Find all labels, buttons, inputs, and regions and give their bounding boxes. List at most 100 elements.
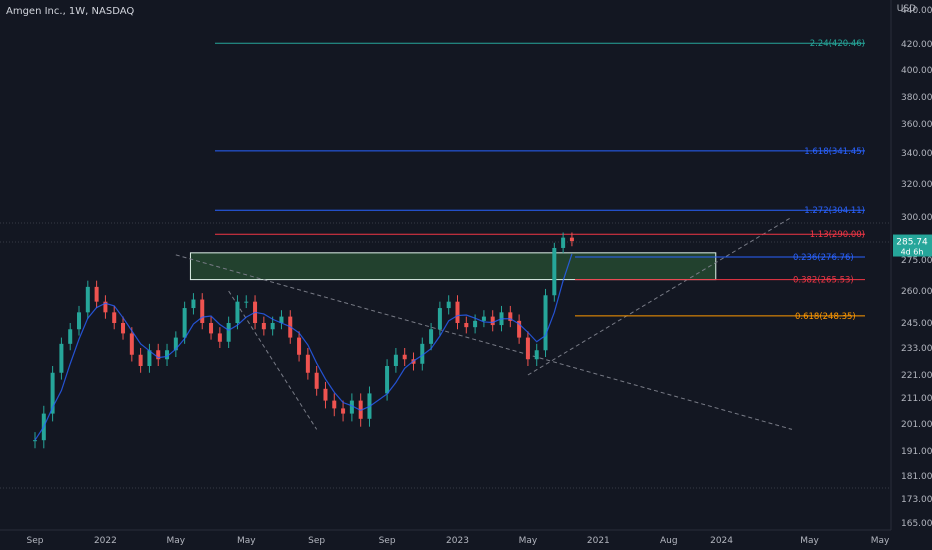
price-tick-label: 260.00 — [901, 287, 932, 297]
fib-level-label: 1.272(304.11) — [804, 206, 865, 216]
time-tick-label: May — [871, 536, 890, 546]
candle-body — [59, 343, 64, 373]
candle-body — [341, 408, 346, 414]
candle-body — [200, 299, 205, 323]
time-tick-label: Sep — [379, 536, 396, 546]
price-tick-label: 380.00 — [901, 93, 932, 103]
price-tick-label: 201.00 — [901, 420, 932, 430]
candle-body — [182, 308, 187, 338]
candle-body — [261, 323, 266, 330]
candle-body — [244, 301, 249, 303]
candle-body — [173, 337, 178, 351]
candle-body — [191, 299, 196, 309]
candle-body — [385, 366, 390, 394]
price-tick-label: 360.00 — [901, 120, 932, 130]
fib-level-label: 2.24(420.46) — [810, 39, 865, 49]
time-tick-label: May — [167, 536, 186, 546]
trendline — [228, 290, 318, 430]
price-tick-label: 340.00 — [901, 149, 932, 159]
time-tick-label: 2021 — [587, 536, 610, 546]
bar-countdown: 4d 6h — [901, 248, 924, 257]
candle-body — [508, 312, 513, 321]
moving-average-line — [34, 253, 573, 441]
price-tick-label: 173.00 — [901, 495, 932, 505]
fib-level-label: 0.618(248.35) — [795, 312, 856, 322]
candle-body — [85, 286, 90, 313]
price-tick-label: 400.00 — [901, 66, 932, 76]
candle-body — [473, 320, 478, 328]
time-tick-label: Sep — [308, 536, 325, 546]
price-tick-label: 420.00 — [901, 40, 932, 50]
time-tick-label: Sep — [27, 536, 44, 546]
fib-level-label: 0.236(276.76) — [793, 253, 854, 263]
candle-body — [305, 354, 310, 373]
candle-body — [534, 350, 539, 360]
chart-title: Amgen Inc., 1W, NASDAQ — [6, 6, 135, 17]
candle-body — [209, 323, 214, 334]
candle-body — [420, 343, 425, 364]
candle-body — [525, 337, 530, 360]
candle-body — [437, 308, 442, 330]
price-tick-label: 320.00 — [901, 180, 932, 190]
candle-body — [314, 372, 319, 389]
candle-body — [490, 316, 495, 326]
candle-body — [279, 316, 284, 323]
candle-body — [33, 440, 37, 442]
candle-body — [561, 237, 566, 248]
candle-body — [481, 316, 486, 321]
candle-body — [402, 354, 407, 360]
candle-body — [446, 301, 451, 309]
candle-body — [226, 323, 231, 342]
currency-label: USD — [896, 4, 916, 14]
candle-body — [569, 237, 574, 242]
candle-body — [156, 350, 161, 360]
time-tick-label: 2024 — [710, 536, 733, 546]
candle-body — [332, 400, 337, 409]
candle-body — [349, 400, 354, 414]
last-price-tag — [893, 234, 932, 257]
price-tick-label: 191.00 — [901, 447, 932, 457]
candle-body — [165, 350, 170, 360]
candle-body — [138, 354, 143, 366]
price-tick-label: 181.00 — [901, 472, 932, 482]
candle-body — [121, 323, 126, 334]
time-tick-label: 2022 — [94, 536, 117, 546]
candle-body — [94, 286, 99, 302]
candle-body — [429, 329, 434, 344]
candle-body — [464, 323, 469, 328]
time-tick-label: May — [519, 536, 538, 546]
price-tick-label: 300.00 — [901, 213, 932, 223]
time-tick-label: May — [800, 536, 819, 546]
candle-body — [323, 388, 328, 401]
time-tick-label: Aug — [660, 536, 678, 546]
fib-level-label: 1.618(341.45) — [804, 147, 865, 157]
price-tick-label: 440.00 — [901, 6, 932, 16]
price-tick-label: 221.00 — [901, 371, 932, 381]
candle-body — [270, 323, 275, 330]
candle-body — [552, 247, 557, 296]
candle-body — [50, 372, 55, 414]
price-tick-label: 245.00 — [901, 319, 932, 329]
candle-body — [217, 333, 222, 342]
candle-body — [103, 301, 108, 313]
candle-body — [235, 301, 240, 323]
candle-body — [297, 337, 302, 355]
trendline — [175, 254, 793, 430]
candle-body — [455, 301, 460, 323]
candle-body — [77, 312, 82, 330]
candle-body — [129, 333, 134, 355]
candle-body — [112, 312, 117, 323]
last-price-value: 285.74 — [896, 238, 928, 248]
candle-body — [68, 329, 73, 344]
price-tick-label: 211.00 — [901, 394, 932, 404]
fib-level-label: 1.13(290.00) — [810, 230, 865, 240]
time-tick-label: May — [237, 536, 256, 546]
candle-body — [393, 354, 398, 366]
candle-body — [147, 350, 152, 366]
candle-body — [517, 320, 522, 338]
fib-level-label: 0.382(265.53) — [793, 276, 854, 286]
price-tick-label: 165.00 — [901, 519, 932, 529]
price-tick-label: 275.00 — [901, 256, 932, 266]
trendline — [527, 216, 793, 376]
